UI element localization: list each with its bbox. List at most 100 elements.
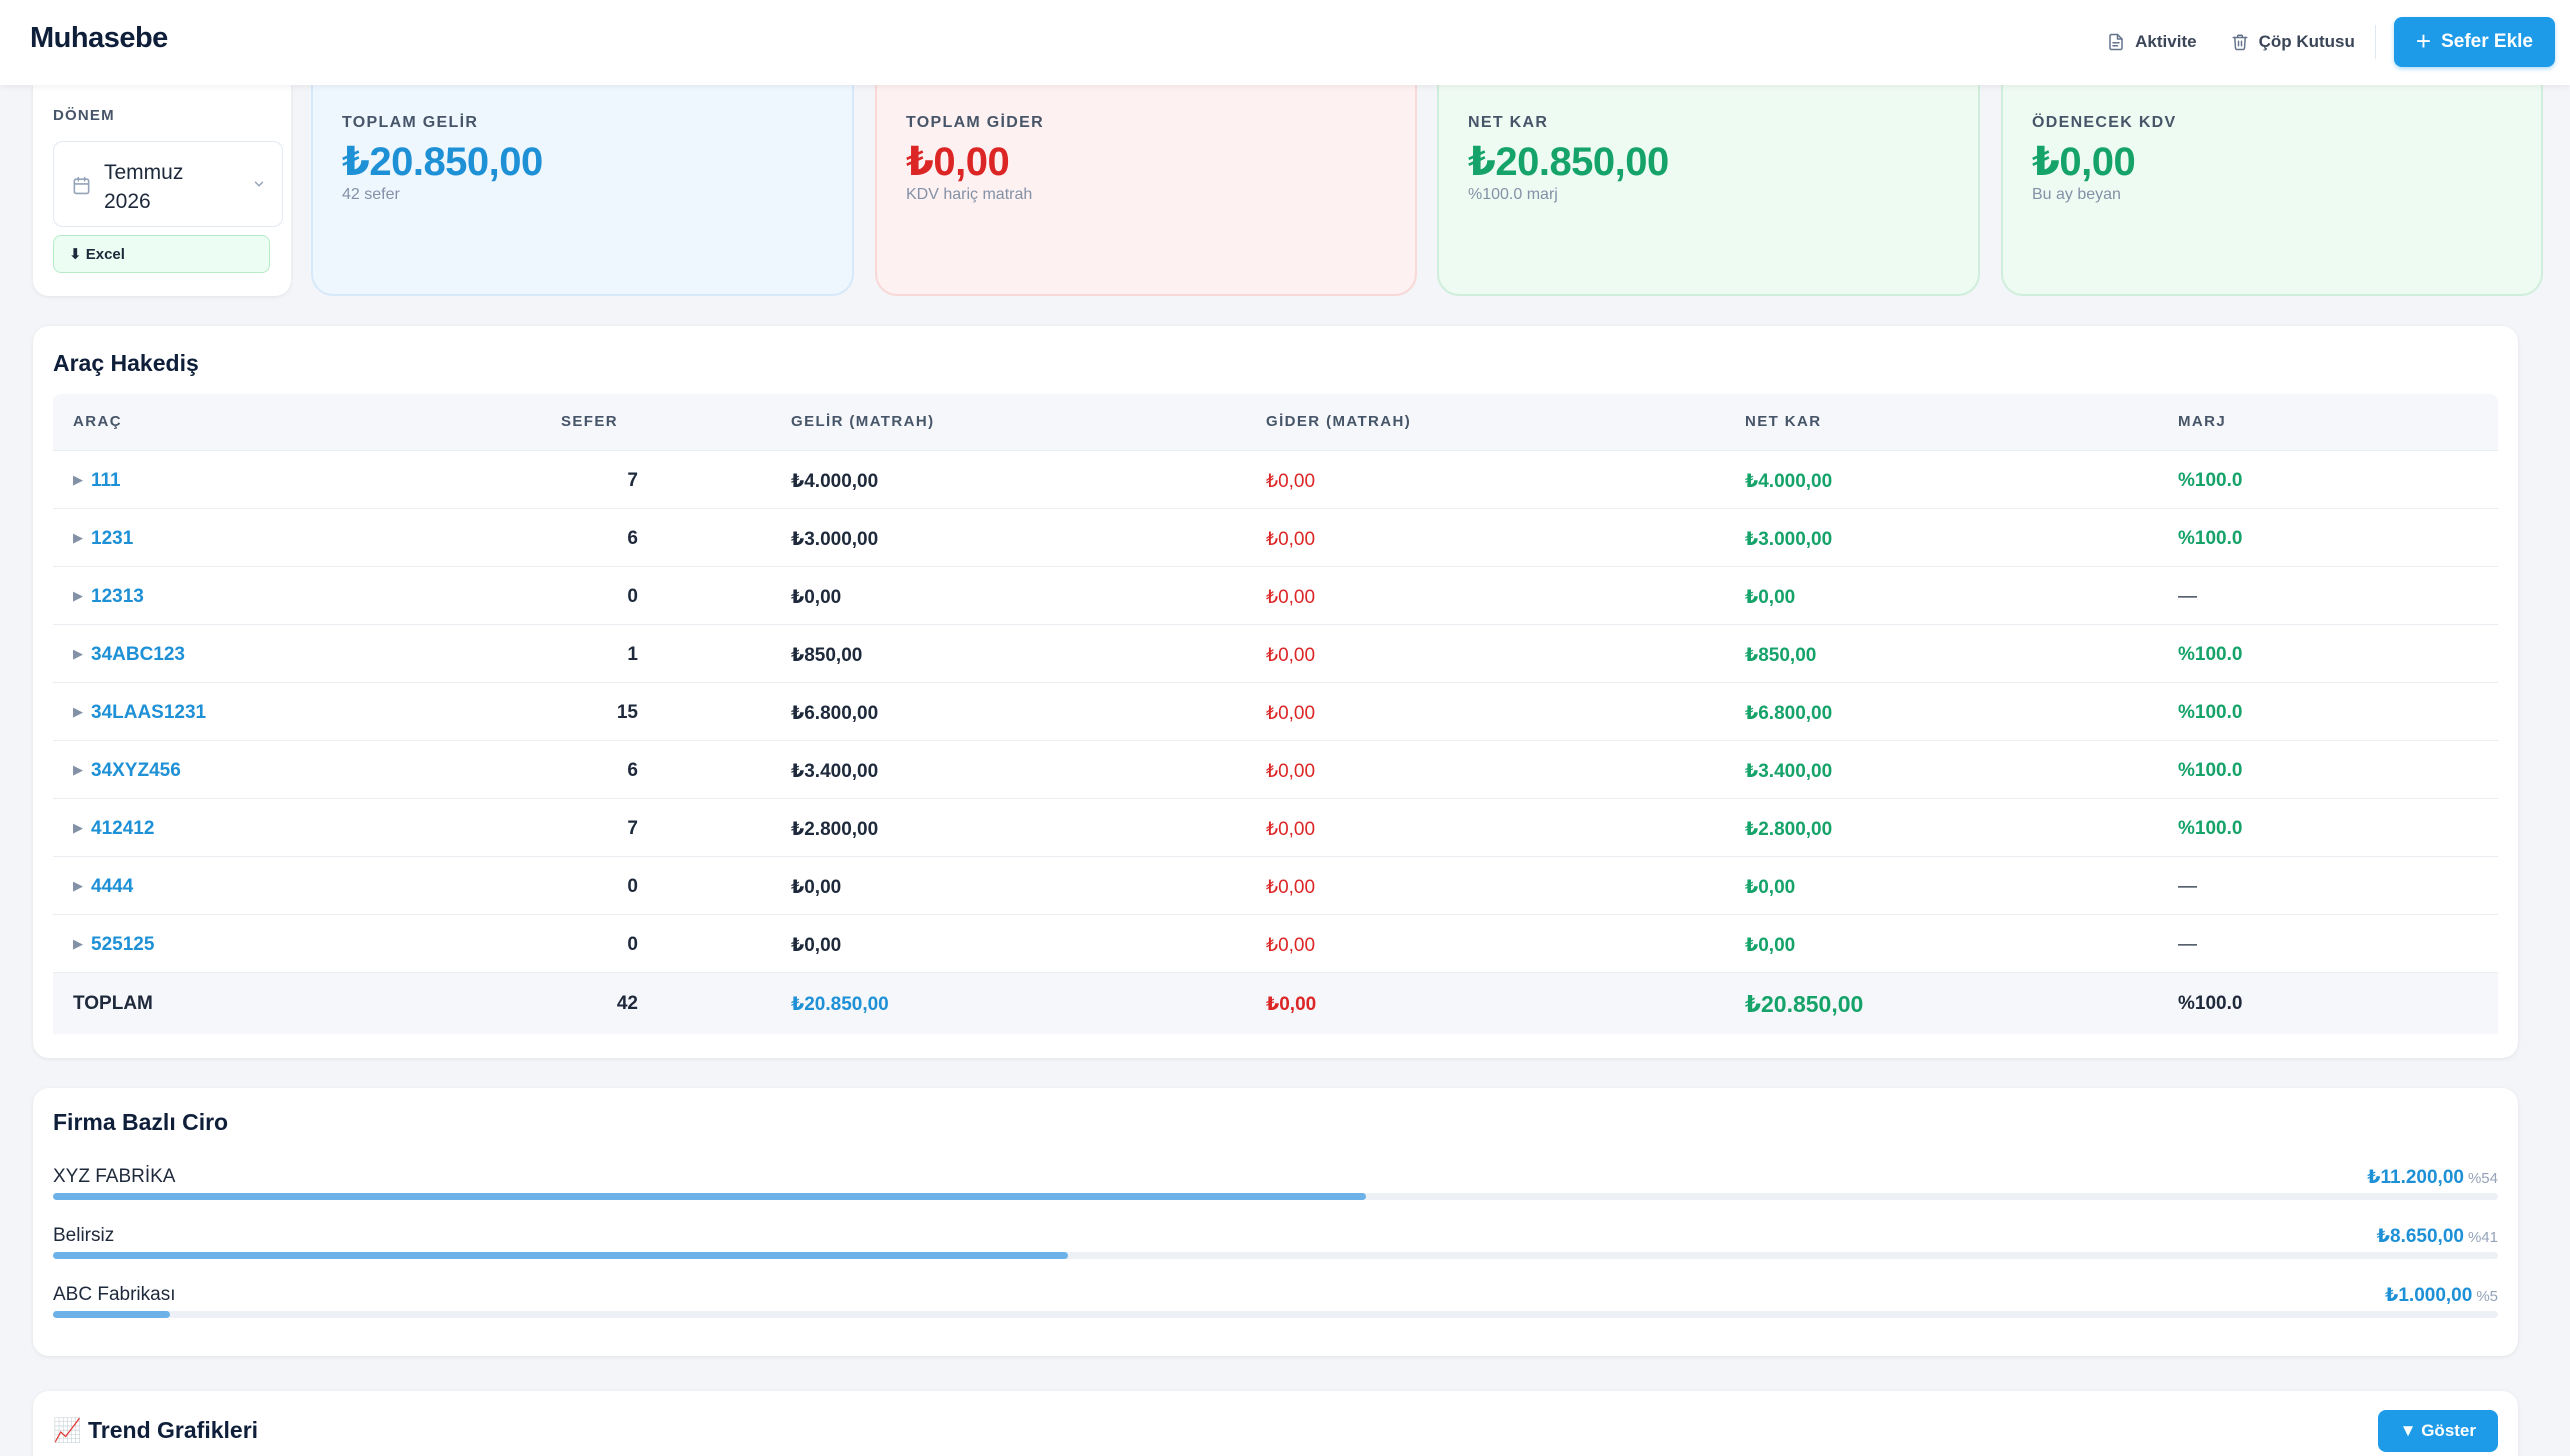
vehicle-plate: 34LAAS1231 — [91, 702, 207, 723]
expand-arrow-icon[interactable]: ▶ — [73, 936, 83, 951]
margin-cell: %100.0 — [2178, 644, 2243, 665]
firm-progress-fill — [53, 1252, 1068, 1259]
vehicle-plate: 525125 — [91, 934, 155, 955]
trip-count: 6 — [627, 528, 638, 549]
top-bar: Muhasebe Aktivite Çöp Kutusu + Sefer Ekl… — [0, 0, 2570, 85]
trend-panel: 📈 Trend Grafikleri ▼ Göster — [33, 1391, 2518, 1456]
margin-cell: — — [2178, 934, 2197, 955]
show-trend-button[interactable]: ▼ Göster — [2377, 1410, 2498, 1452]
table-row[interactable]: ▶ 34ABC123 1 ₺850,00 ₺0,00 ₺850,00 %100.0 — [53, 624, 2498, 682]
firm-name: Belirsiz — [53, 1225, 115, 1246]
margin-cell: %100.0 — [2178, 470, 2243, 491]
trip-count: 1 — [627, 644, 638, 665]
table-row[interactable]: ▶ 34XYZ456 6 ₺3.400,00 ₺0,00 ₺3.400,00 %100.0 — [53, 740, 2498, 798]
kpi-label: NET KAR — [1468, 114, 1549, 131]
expand-arrow-icon[interactable]: ▶ — [73, 472, 83, 487]
table-total-row: TOPLAM 42 ₺20.850,00 ₺0,00 ₺20.850,00 %1… — [53, 972, 2498, 1034]
expense-cell: ₺0,00 — [1266, 935, 1316, 956]
kpi-total-revenue: TOPLAM GELİR ₺20.850,00 42 sefer — [311, 84, 854, 296]
net-profit-cell: ₺0,00 — [1745, 877, 1796, 898]
trip-count: 6 — [627, 760, 638, 781]
revenue-cell: ₺3.000,00 — [791, 529, 879, 550]
margin-cell: — — [2178, 876, 2197, 897]
excel-export-button[interactable]: ⬇ Excel — [53, 235, 270, 273]
add-trip-button[interactable]: + Sefer Ekle — [2393, 17, 2555, 67]
header-actions: Aktivite Çöp Kutusu + Sefer Ekle — [2107, 17, 2555, 67]
vehicle-plate-link[interactable]: ▶ 12313 — [73, 586, 144, 608]
table-row[interactable]: ▶ 412412 7 ₺2.800,00 ₺0,00 ₺2.800,00 %100.0 — [53, 798, 2498, 856]
expense-cell: ₺0,00 — [1266, 471, 1316, 492]
table-row[interactable]: ▶ 525125 0 ₺0,00 ₺0,00 ₺0,00 — — [53, 914, 2498, 972]
firm-row: ABC Fabrikası ₺1.000,00 %5 — [53, 1284, 2498, 1334]
vehicle-plate-link[interactable]: ▶ 1231 — [73, 528, 133, 550]
vehicle-plate-link[interactable]: ▶ 525125 — [73, 934, 154, 956]
kpi-value: ₺0,00 — [2032, 140, 2136, 184]
expand-arrow-icon[interactable]: ▶ — [73, 646, 83, 661]
revenue-cell: ₺850,00 — [791, 645, 863, 666]
trash-link[interactable]: Çöp Kutusu — [2231, 32, 2355, 52]
period-select[interactable]: Temmuz 2026 — [53, 141, 283, 227]
vehicle-plate-link[interactable]: ▶ 111 — [73, 470, 121, 492]
firm-percent: %41 — [2467, 1229, 2498, 1246]
expand-arrow-icon[interactable]: ▶ — [73, 762, 83, 777]
net-profit-cell: ₺2.800,00 — [1745, 819, 1833, 840]
trip-count: 7 — [627, 818, 638, 839]
expand-arrow-icon[interactable]: ▶ — [73, 878, 83, 893]
chevron-down-icon — [254, 181, 264, 187]
vehicle-plate-link[interactable]: ▶ 34LAAS1231 — [73, 702, 206, 724]
column-header[interactable]: NET KAR — [1745, 413, 1822, 430]
net-profit-cell: ₺850,00 — [1745, 645, 1817, 666]
table-row[interactable]: ▶ 4444 0 ₺0,00 ₺0,00 ₺0,00 — — [53, 856, 2498, 914]
total-margin: %100.0 — [2178, 993, 2243, 1014]
vehicle-plate-link[interactable]: ▶ 34ABC123 — [73, 644, 185, 666]
firm-row: XYZ FABRİKA ₺11.200,00 %54 — [53, 1166, 2498, 1216]
firm-name: ABC Fabrikası — [53, 1284, 176, 1305]
firm-amount-group: ₺11.200,00 %54 — [2367, 1166, 2498, 1189]
expand-arrow-icon[interactable]: ▶ — [73, 704, 83, 719]
table-row[interactable]: ▶ 12313 0 ₺0,00 ₺0,00 ₺0,00 — — [53, 566, 2498, 624]
total-label: TOPLAM — [73, 993, 153, 1014]
firm-revenue-panel: Firma Bazlı Ciro XYZ FABRİKA ₺11.200,00 %5… — [33, 1088, 2518, 1356]
firm-percent: %54 — [2467, 1170, 2498, 1187]
calendar-icon — [73, 176, 90, 195]
kpi-label: ÖDENECEK KDV — [2032, 114, 2177, 131]
expand-arrow-icon[interactable]: ▶ — [73, 820, 83, 835]
kpi-subtext: %100.0 marj — [1468, 186, 1558, 203]
net-profit-cell: ₺0,00 — [1745, 587, 1796, 608]
margin-cell: %100.0 — [2178, 702, 2243, 723]
column-header[interactable]: GİDER (MATRAH) — [1266, 413, 1412, 430]
firm-amount: ₺8.650,00 — [2376, 1226, 2464, 1247]
table-row[interactable]: ▶ 1231 6 ₺3.000,00 ₺0,00 ₺3.000,00 %100.0 — [53, 508, 2498, 566]
period-label: DÖNEM — [53, 107, 115, 124]
panel-title: Araç Hakediş — [53, 350, 199, 376]
trash-label: Çöp Kutusu — [2258, 32, 2355, 51]
expense-cell: ₺0,00 — [1266, 761, 1316, 782]
firm-progress-track — [53, 1252, 2498, 1259]
column-header[interactable]: SEFER — [561, 413, 619, 430]
trash-icon — [2232, 34, 2248, 51]
expand-arrow-icon[interactable]: ▶ — [73, 530, 83, 545]
table-header: ARAÇ SEFER GELİR (MATRAH) GİDER (MATRAH)… — [53, 394, 2498, 450]
expense-cell: ₺0,00 — [1266, 529, 1316, 550]
panel-title: 📈 Trend Grafikleri — [53, 1417, 259, 1443]
revenue-cell: ₺4.000,00 — [791, 471, 879, 492]
column-header[interactable]: MARJ — [2178, 413, 2227, 430]
activity-link[interactable]: Aktivite — [2107, 32, 2197, 52]
table-row[interactable]: ▶ 111 7 ₺4.000,00 ₺0,00 ₺4.000,00 %100.0 — [53, 450, 2498, 508]
kpi-value: ₺0,00 — [906, 140, 1010, 184]
vehicle-earnings-panel: Araç Hakediş ARAÇ SEFER GELİR (MATRAH) G… — [33, 326, 2518, 1058]
vehicle-plate-link[interactable]: ▶ 412412 — [73, 818, 154, 840]
firm-amount: ₺11.200,00 — [2367, 1167, 2464, 1188]
column-header[interactable]: ARAÇ — [73, 413, 122, 430]
vehicle-plate-link[interactable]: ▶ 4444 — [73, 876, 133, 898]
vehicle-plate-link[interactable]: ▶ 34XYZ456 — [73, 760, 181, 782]
kpi-total-expense: TOPLAM GİDER ₺0,00 KDV hariç matrah — [875, 84, 1417, 296]
plus-icon: + — [2415, 25, 2432, 56]
expand-arrow-icon[interactable]: ▶ — [73, 588, 83, 603]
vehicle-table: ARAÇ SEFER GELİR (MATRAH) GİDER (MATRAH)… — [53, 394, 2498, 1034]
add-trip-label: Sefer Ekle — [2441, 31, 2533, 52]
column-header[interactable]: GELİR (MATRAH) — [791, 413, 935, 430]
table-row[interactable]: ▶ 34LAAS1231 15 ₺6.800,00 ₺0,00 ₺6.800,00 %100… — [53, 682, 2498, 740]
activity-label: Aktivite — [2135, 32, 2197, 51]
kpi-label: TOPLAM GELİR — [342, 114, 479, 131]
